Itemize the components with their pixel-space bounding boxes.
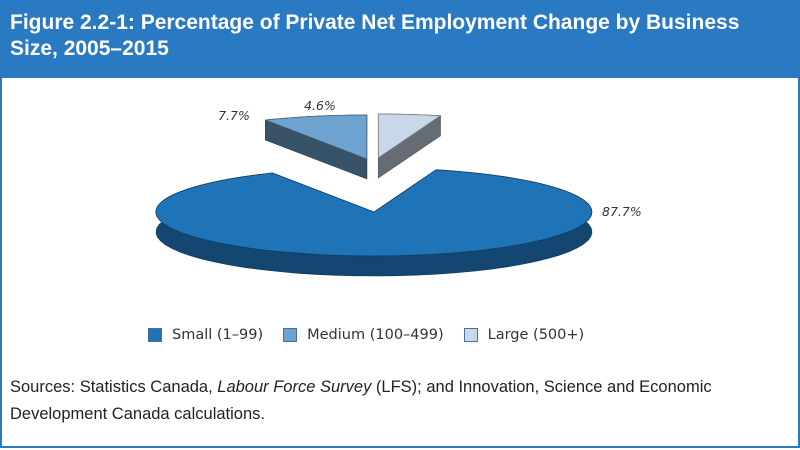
pie-slice-medium xyxy=(265,114,368,180)
pie-slice-large xyxy=(377,113,442,179)
legend-item-medium: Medium (100–499) xyxy=(283,327,444,343)
sources-survey-name: Labour Force Survey xyxy=(217,378,372,396)
pie-chart: 87.7% 7.7% 4.6% xyxy=(155,98,642,277)
legend-swatch-medium xyxy=(283,328,298,342)
figure-header: Figure 2.2-1: Percentage of Private Net … xyxy=(2,0,798,78)
figure-title: Figure 2.2-1: Percentage of Private Net … xyxy=(10,11,740,60)
pie-slices xyxy=(155,113,593,277)
legend-swatch-large xyxy=(463,328,478,342)
pie-slice-small xyxy=(155,169,593,277)
legend-swatch-small xyxy=(148,328,162,342)
sources-note: Sources: Statistics Canada, Labour Force… xyxy=(10,374,790,428)
data-label-medium: 7.7% xyxy=(218,108,250,123)
legend: Small (1–99) Medium (100–499) Large (500… xyxy=(148,324,604,346)
legend-label-small: Small (1–99) xyxy=(172,327,264,343)
data-label-large: 4.6% xyxy=(304,98,336,113)
legend-label-medium: Medium (100–499) xyxy=(307,327,444,343)
legend-item-large: Large (500+) xyxy=(463,327,585,343)
data-label-small: 87.7% xyxy=(602,204,642,219)
legend-label-large: Large (500+) xyxy=(487,327,585,343)
pie-labels: 87.7% 7.7% 4.6% xyxy=(218,98,642,219)
sources-prefix: Sources: Statistics Canada, xyxy=(10,378,218,396)
sources-rest: (LFS); and Innovation, Science and Econo… xyxy=(10,378,712,423)
legend-item-small: Small (1–99) xyxy=(148,327,263,343)
